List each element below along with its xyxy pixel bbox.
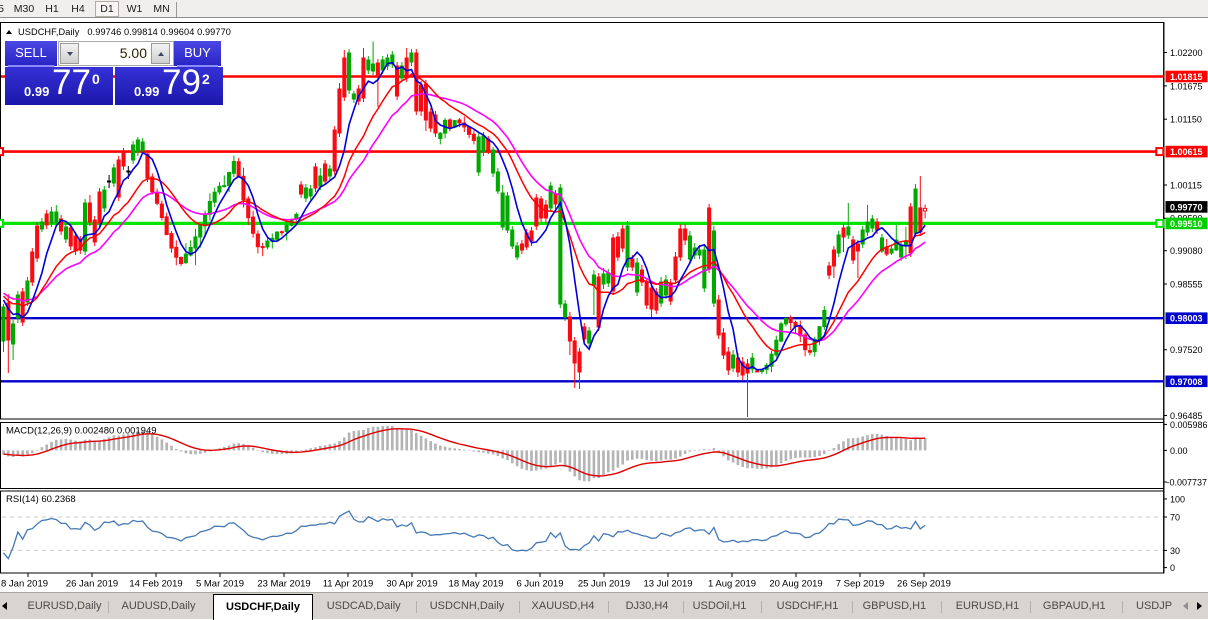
svg-text:26 Jan 2019: 26 Jan 2019 [66,579,118,590]
svg-text:0.99510: 0.99510 [1170,219,1203,229]
svg-text:0.98555: 0.98555 [1170,279,1203,289]
svg-text:0.97008: 0.97008 [1170,377,1203,387]
svg-text:100: 100 [1170,494,1185,504]
svg-text:0: 0 [1170,563,1175,573]
svg-text:0.98003: 0.98003 [1170,314,1203,324]
svg-text:0.99770: 0.99770 [1170,202,1203,212]
svg-text:0.96485: 0.96485 [1170,411,1203,421]
svg-text:1.00615: 1.00615 [1170,147,1203,157]
svg-text:70: 70 [1170,512,1180,522]
svg-text:30 Apr 2019: 30 Apr 2019 [386,579,437,590]
svg-text:RSI(14) 60.2368: RSI(14) 60.2368 [6,494,76,505]
svg-text:0.97520: 0.97520 [1170,345,1203,355]
svg-text:1 Aug 2019: 1 Aug 2019 [708,579,756,590]
svg-text:5 Mar 2019: 5 Mar 2019 [196,579,244,590]
svg-text:23 Mar 2019: 23 Mar 2019 [257,579,310,590]
svg-text:11 Apr 2019: 11 Apr 2019 [323,579,374,590]
svg-text:0.99080: 0.99080 [1170,246,1203,256]
svg-text:1.01150: 1.01150 [1170,115,1202,125]
svg-text:30: 30 [1170,546,1180,556]
svg-text:25 Jun 2019: 25 Jun 2019 [578,579,630,590]
svg-text:18 May 2019: 18 May 2019 [449,579,504,590]
svg-text:20 Aug 2019: 20 Aug 2019 [769,579,822,590]
svg-text:6 Jun 2019: 6 Jun 2019 [516,579,563,590]
svg-text:1.01675: 1.01675 [1170,81,1203,91]
svg-text:8 Jan 2019: 8 Jan 2019 [1,579,48,590]
svg-text:0.00: 0.00 [1170,446,1188,456]
svg-text:1.02200: 1.02200 [1170,48,1203,58]
svg-text:0.005986: 0.005986 [1170,420,1208,430]
svg-text:26 Sep 2019: 26 Sep 2019 [897,579,951,590]
svg-text:-0.007737: -0.007737 [1167,477,1208,487]
svg-text:1.00115: 1.00115 [1170,180,1202,190]
svg-text:MACD(12,26,9) 0.002480 0.00194: MACD(12,26,9) 0.002480 0.001949 [6,426,157,437]
svg-text:7 Sep 2019: 7 Sep 2019 [836,579,885,590]
svg-text:1.01815: 1.01815 [1170,72,1203,82]
svg-text:13 Jul 2019: 13 Jul 2019 [643,579,692,590]
svg-text:14 Feb 2019: 14 Feb 2019 [129,579,182,590]
